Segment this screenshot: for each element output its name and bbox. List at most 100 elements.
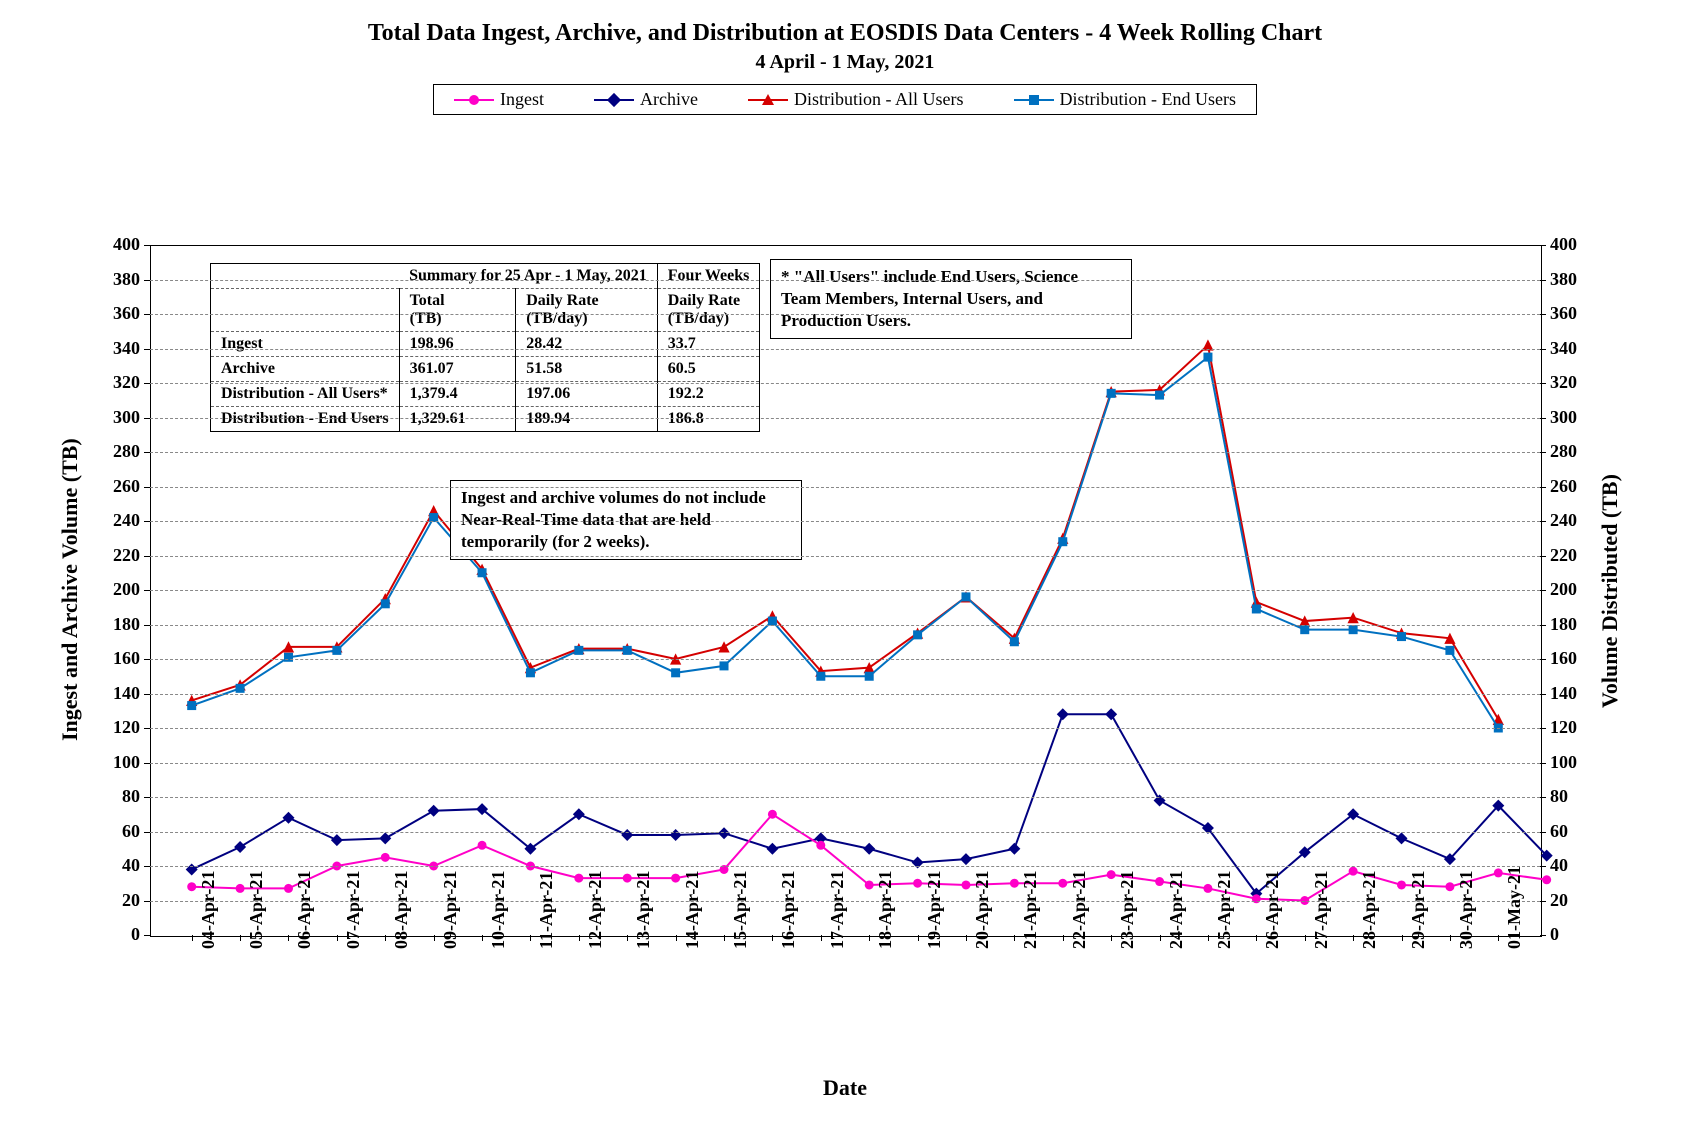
chart-subtitle: 4 April - 1 May, 2021 xyxy=(20,51,1670,74)
summary-cell: 189.94 xyxy=(516,407,658,432)
x-tick: 25-Apr-21 xyxy=(1214,871,1235,949)
x-tick: 19-Apr-21 xyxy=(924,871,945,949)
summary-h-fourdaily: Daily Rate(TB/day) xyxy=(657,289,759,332)
x-tick: 29-Apr-21 xyxy=(1408,871,1429,949)
series-marker-dist-end xyxy=(1107,389,1116,398)
series-marker-dist-end xyxy=(1252,604,1261,613)
series-marker-dist-end xyxy=(720,661,729,670)
plot-area-wrap: Ingest and Archive Volume (TB) Volume Di… xyxy=(20,125,1670,1075)
y-tick-left: 400 xyxy=(95,234,140,255)
series-marker-archive xyxy=(1057,708,1069,720)
series-marker-dist-end xyxy=(478,568,487,577)
y-tick-right: 260 xyxy=(1550,476,1577,497)
series-marker-ingest xyxy=(381,853,390,862)
y-tick-left: 340 xyxy=(95,338,140,359)
summary-row-label: Distribution - End Users xyxy=(211,407,399,432)
series-marker-archive xyxy=(1008,843,1020,855)
x-tick: 28-Apr-21 xyxy=(1359,871,1380,949)
x-tick: 24-Apr-21 xyxy=(1166,871,1187,949)
y-tick-right: 20 xyxy=(1550,890,1568,911)
y-tick-left: 60 xyxy=(95,821,140,842)
y-tick-left: 300 xyxy=(95,407,140,428)
series-marker-ingest xyxy=(284,884,293,893)
summary-row-label: Ingest xyxy=(211,332,399,357)
x-tick: 09-Apr-21 xyxy=(440,871,461,949)
summary-cell: 1,379.4 xyxy=(399,382,516,407)
y-tick-right: 380 xyxy=(1550,269,1577,290)
y-tick-right: 180 xyxy=(1550,614,1577,635)
legend-label-dist-all: Distribution - All Users xyxy=(794,89,964,110)
series-marker-dist-end xyxy=(816,672,825,681)
series-marker-ingest xyxy=(1203,884,1212,893)
series-marker-dist-end xyxy=(526,668,535,677)
x-tick: 21-Apr-21 xyxy=(1020,871,1041,949)
legend-label-ingest: Ingest xyxy=(500,89,544,110)
y-tick-right: 240 xyxy=(1550,510,1577,531)
summary-cell: 28.42 xyxy=(516,332,658,357)
y-tick-left: 180 xyxy=(95,614,140,635)
series-marker-dist-end xyxy=(1300,625,1309,634)
series-marker-ingest xyxy=(961,880,970,889)
series-marker-archive xyxy=(428,805,440,817)
series-marker-archive xyxy=(234,841,246,853)
x-tick: 20-Apr-21 xyxy=(972,871,993,949)
x-tick: 11-Apr-21 xyxy=(536,872,557,949)
series-marker-archive xyxy=(1105,708,1117,720)
x-tick: 13-Apr-21 xyxy=(633,871,654,949)
series-marker-ingest xyxy=(671,874,680,883)
y-tick-right: 100 xyxy=(1550,752,1577,773)
summary-cell: 60.5 xyxy=(657,357,759,382)
x-tick: 05-Apr-21 xyxy=(246,871,267,949)
x-tick: 08-Apr-21 xyxy=(391,871,412,949)
y-tick-right: 200 xyxy=(1550,579,1577,600)
summary-cell: 186.8 xyxy=(657,407,759,432)
summary-h-total: Total(TB) xyxy=(399,289,516,332)
series-marker-dist-end xyxy=(1058,537,1067,546)
summary-row-label: Archive xyxy=(211,357,399,382)
plot-svg xyxy=(20,125,1680,975)
y-tick-left: 380 xyxy=(95,269,140,290)
x-tick: 22-Apr-21 xyxy=(1069,871,1090,949)
series-marker-ingest xyxy=(623,874,632,883)
series-marker-dist-end xyxy=(1010,637,1019,646)
x-tick: 27-Apr-21 xyxy=(1311,871,1332,949)
series-marker-ingest xyxy=(187,882,196,891)
x-tick: 04-Apr-21 xyxy=(198,871,219,949)
y-tick-right: 140 xyxy=(1550,683,1577,704)
y-tick-right: 400 xyxy=(1550,234,1577,255)
y-tick-right: 120 xyxy=(1550,717,1577,738)
x-tick: 01-May-21 xyxy=(1504,866,1525,949)
x-tick: 17-Apr-21 xyxy=(827,871,848,949)
series-marker-dist-end xyxy=(574,646,583,655)
series-marker-ingest xyxy=(1155,877,1164,886)
series-marker-dist-end xyxy=(671,668,680,677)
x-tick: 23-Apr-21 xyxy=(1117,871,1138,949)
series-marker-dist-end xyxy=(284,653,293,662)
series-marker-ingest xyxy=(1058,879,1067,888)
summary-cell: 361.07 xyxy=(399,357,516,382)
series-marker-archive xyxy=(379,832,391,844)
series-marker-dist-end xyxy=(1155,391,1164,400)
y-tick-right: 220 xyxy=(1550,545,1577,566)
y-tick-left: 20 xyxy=(95,890,140,911)
series-marker-ingest xyxy=(1445,882,1454,891)
x-tick: 14-Apr-21 xyxy=(682,871,703,949)
y-tick-left: 40 xyxy=(95,855,140,876)
series-marker-ingest xyxy=(1349,867,1358,876)
y-tick-left: 320 xyxy=(95,372,140,393)
legend-item-archive: Archive xyxy=(594,89,698,110)
series-marker-dist-end xyxy=(1397,632,1406,641)
y-tick-left: 120 xyxy=(95,717,140,738)
summary-cell: 51.58 xyxy=(516,357,658,382)
series-marker-dist-end xyxy=(623,646,632,655)
y-tick-right: 360 xyxy=(1550,303,1577,324)
series-marker-ingest xyxy=(478,841,487,850)
legend-swatch-archive xyxy=(594,93,634,107)
series-marker-ingest xyxy=(768,810,777,819)
legend-label-dist-end: Distribution - End Users xyxy=(1060,89,1236,110)
series-marker-ingest xyxy=(1107,870,1116,879)
summary-cell: 1,329.61 xyxy=(399,407,516,432)
legend-item-ingest: Ingest xyxy=(454,89,544,110)
y-tick-left: 240 xyxy=(95,510,140,531)
series-marker-ingest xyxy=(865,880,874,889)
